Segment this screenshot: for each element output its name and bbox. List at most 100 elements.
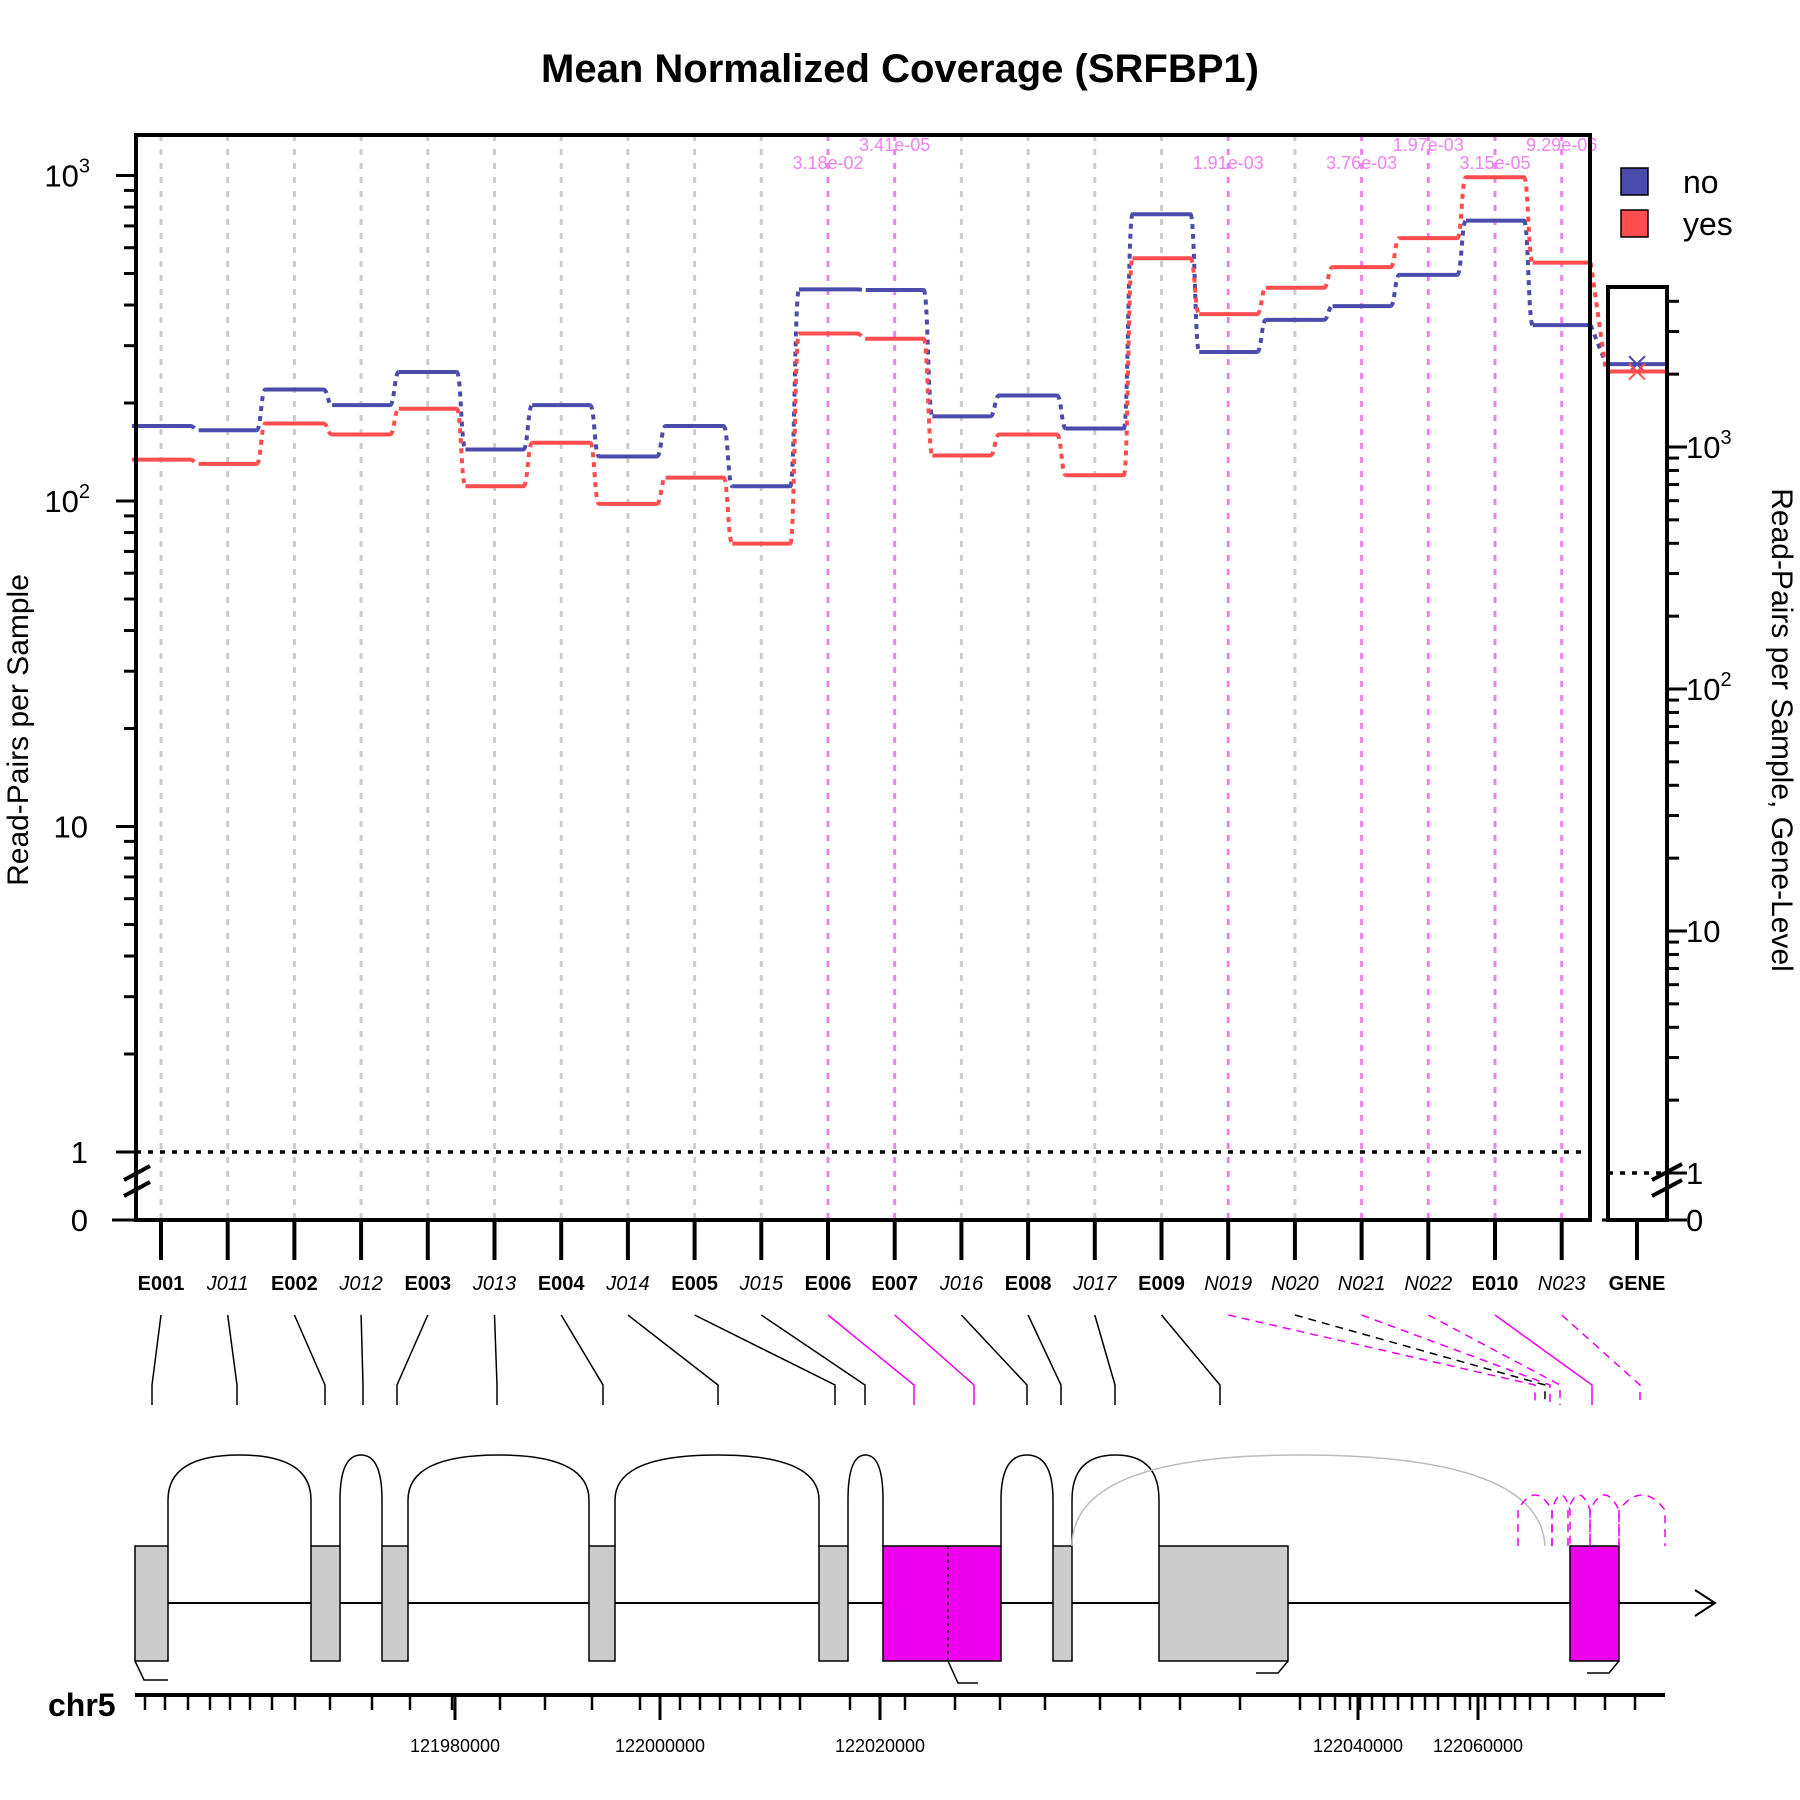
feature-label-e004: E004 bbox=[538, 1273, 586, 1295]
pvalue-label-n021: 3.76e-03 bbox=[1326, 153, 1397, 173]
y2-tick-label: 1 bbox=[1686, 1156, 1703, 1191]
exon-hook bbox=[134, 1660, 168, 1681]
connector-e004 bbox=[560, 1314, 604, 1405]
series-no-link bbox=[254, 387, 268, 433]
connector-e008 bbox=[1027, 1314, 1062, 1405]
y2-axis-label: Read-Pairs per Sample, Gene-Level bbox=[1765, 488, 1798, 972]
feature-label-j015: J015 bbox=[739, 1273, 784, 1295]
connector-e009 bbox=[1160, 1314, 1221, 1405]
series-lines bbox=[132, 175, 1667, 546]
splice-junction-arc-unused bbox=[1071, 1454, 1546, 1547]
connector-j014 bbox=[627, 1314, 719, 1405]
coordinate-label: 122000000 bbox=[615, 1736, 705, 1756]
connector-n019 bbox=[1228, 1314, 1536, 1405]
pvalue-label-e007: 3.41e-05 bbox=[859, 135, 930, 155]
feature-label-j013: J013 bbox=[472, 1273, 516, 1295]
exon-box bbox=[882, 1545, 1002, 1662]
feature-label-n023: N023 bbox=[1538, 1273, 1586, 1295]
series-yes-link bbox=[254, 421, 268, 466]
series-no-link bbox=[388, 370, 401, 408]
series-no-link bbox=[1388, 272, 1402, 309]
series-no-link bbox=[1188, 212, 1202, 354]
series-no-link bbox=[1323, 304, 1334, 322]
feature-label-j016: J016 bbox=[939, 1273, 984, 1295]
y-tick-label: 0 bbox=[71, 1203, 88, 1238]
splice-junction-arc bbox=[339, 1454, 383, 1546]
series-yes-link bbox=[654, 475, 668, 506]
series-no-link bbox=[322, 387, 333, 408]
novel-junction-arc bbox=[1551, 1494, 1571, 1546]
series-no-gene-link bbox=[1588, 324, 1608, 365]
feature-label-j011: J011 bbox=[206, 1273, 249, 1295]
feature-label-n020: N020 bbox=[1271, 1273, 1319, 1295]
series-yes-link bbox=[1188, 256, 1202, 317]
y2-tick-label: 103 bbox=[1686, 427, 1732, 465]
series-no-link bbox=[1522, 218, 1535, 328]
y-axis-label: Read-Pairs per Sample bbox=[2, 574, 35, 886]
exon-hook bbox=[947, 1660, 978, 1684]
plot-frame bbox=[134, 133, 1592, 1222]
exon-box bbox=[134, 1545, 169, 1662]
legend-label-no: no bbox=[1683, 164, 1719, 200]
series-no-link bbox=[189, 423, 199, 433]
connector-e001 bbox=[151, 1314, 162, 1405]
exon-hook bbox=[1256, 1660, 1289, 1674]
pvalue-label-n023: 9.29e-06 bbox=[1526, 135, 1597, 155]
exon-box bbox=[1052, 1545, 1073, 1662]
exon-hook bbox=[1587, 1660, 1620, 1674]
series-yes-gene-link bbox=[1588, 262, 1608, 372]
connector-e010 bbox=[1494, 1314, 1593, 1405]
connector-n020 bbox=[1294, 1314, 1546, 1405]
series-yes-link bbox=[856, 331, 867, 341]
connector-j017 bbox=[1094, 1314, 1116, 1405]
legend-label-yes: yes bbox=[1683, 206, 1733, 242]
y-tick-label: 102 bbox=[44, 481, 90, 519]
p-value-labels: 3.18e-023.41e-05 1.91e-03 3.76e-031.97e-03… bbox=[792, 135, 1597, 173]
feature-label-j014: J014 bbox=[605, 1273, 649, 1295]
connector-n021 bbox=[1361, 1314, 1551, 1405]
pvalue-label-n019: 1.91e-03 bbox=[1193, 153, 1264, 173]
feature-label-n021: N021 bbox=[1338, 1273, 1386, 1295]
gene-frame bbox=[1606, 285, 1669, 1222]
legend-swatch-yes bbox=[1620, 209, 1649, 238]
series-no-link bbox=[856, 287, 866, 292]
exon-box bbox=[1158, 1545, 1289, 1662]
coordinate-label: 122060000 bbox=[1433, 1736, 1523, 1756]
chart-title: Mean Normalized Coverage (SRFBP1) bbox=[541, 47, 1259, 91]
feature-label-e008: E008 bbox=[1005, 1273, 1052, 1295]
splice-junction-arc bbox=[1071, 1454, 1160, 1546]
series-yes-link bbox=[322, 421, 333, 437]
exon-box bbox=[381, 1545, 409, 1662]
series-yes-link bbox=[788, 331, 801, 546]
series-yes-link bbox=[588, 440, 601, 506]
series-no-link bbox=[721, 423, 735, 489]
splice-junction-arc bbox=[847, 1454, 884, 1546]
feature-label-e001: E001 bbox=[138, 1273, 185, 1295]
feature-label-n019: N019 bbox=[1204, 1273, 1252, 1295]
exon-box bbox=[1569, 1545, 1620, 1662]
y2-tick-label: 0 bbox=[1686, 1203, 1703, 1238]
y-tick-label: 103 bbox=[44, 156, 90, 194]
coordinate-label: 122020000 bbox=[835, 1736, 925, 1756]
series-yes-link bbox=[721, 475, 735, 546]
gene-level-marker-yes bbox=[1628, 362, 1646, 381]
series-yes-link bbox=[454, 406, 468, 489]
series-no-link bbox=[921, 287, 935, 419]
series-no-link bbox=[454, 370, 468, 452]
series-yes-link bbox=[1455, 175, 1468, 241]
connector-j016 bbox=[960, 1314, 1028, 1405]
connector-e007 bbox=[894, 1314, 975, 1405]
feature-label-e005: E005 bbox=[671, 1273, 718, 1295]
feature-label-e002: E002 bbox=[271, 1273, 318, 1295]
connector-e005 bbox=[694, 1314, 836, 1405]
series-yes-link bbox=[1255, 285, 1268, 317]
pvalue-label-n022: 1.97e-03 bbox=[1393, 135, 1464, 155]
gene-level-marker-no bbox=[1628, 355, 1646, 373]
feature-label-e007: E007 bbox=[871, 1273, 918, 1295]
series-no-link bbox=[588, 403, 601, 459]
series-yes-link bbox=[1055, 432, 1068, 478]
feature-label-j017: J017 bbox=[1072, 1273, 1117, 1295]
series-no-link bbox=[788, 287, 801, 489]
splice-junction-arc bbox=[614, 1454, 820, 1546]
